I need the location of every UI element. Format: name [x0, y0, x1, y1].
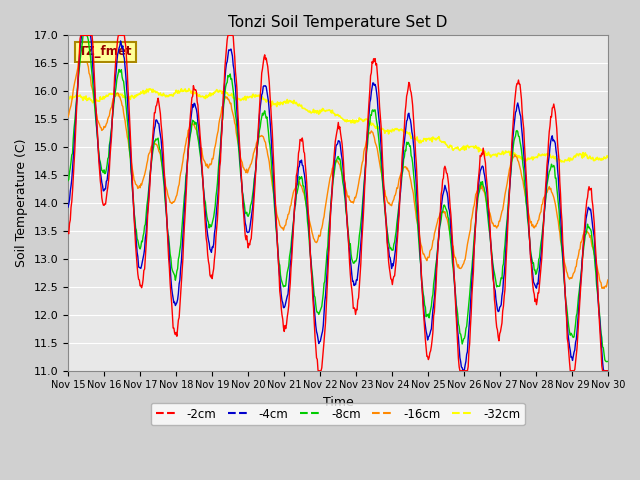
- Line: -8cm: -8cm: [68, 36, 608, 361]
- -2cm: [64, 230, 72, 236]
- Line: -32cm: -32cm: [68, 89, 608, 162]
- -4cm: [131, 212, 138, 217]
- -4cm: [77, 33, 85, 38]
- -8cm: [64, 178, 72, 183]
- -4cm: [74, 84, 82, 89]
- -16cm: [81, 50, 88, 56]
- -4cm: [214, 199, 221, 204]
- -32cm: [129, 95, 137, 100]
- -16cm: [185, 127, 193, 133]
- -32cm: [557, 159, 565, 165]
- -2cm: [420, 327, 428, 333]
- -16cm: [604, 277, 612, 283]
- -32cm: [604, 154, 612, 160]
- -4cm: [604, 368, 612, 373]
- -4cm: [459, 368, 467, 373]
- -4cm: [404, 111, 412, 117]
- -32cm: [184, 88, 192, 94]
- -16cm: [64, 114, 72, 120]
- Line: -16cm: -16cm: [68, 53, 608, 288]
- -8cm: [131, 210, 138, 216]
- -8cm: [404, 139, 412, 145]
- -8cm: [604, 359, 612, 364]
- Legend: -2cm, -4cm, -8cm, -16cm, -32cm: -2cm, -4cm, -8cm, -16cm, -32cm: [151, 403, 525, 425]
- -16cm: [600, 286, 608, 291]
- -8cm: [185, 143, 193, 148]
- -8cm: [214, 180, 221, 186]
- Line: -4cm: -4cm: [68, 36, 608, 371]
- -2cm: [185, 131, 193, 136]
- -2cm: [77, 33, 84, 38]
- Y-axis label: Soil Temperature (C): Soil Temperature (C): [15, 139, 28, 267]
- -32cm: [185, 86, 193, 92]
- -32cm: [214, 87, 221, 93]
- -32cm: [64, 96, 72, 101]
- X-axis label: Time: Time: [323, 396, 353, 409]
- -16cm: [404, 168, 412, 174]
- -2cm: [604, 368, 612, 373]
- Text: TZ_fmet: TZ_fmet: [79, 46, 132, 59]
- -2cm: [214, 216, 221, 222]
- -4cm: [185, 139, 193, 144]
- -32cm: [74, 94, 82, 99]
- Line: -2cm: -2cm: [68, 36, 608, 371]
- -8cm: [602, 359, 610, 364]
- -32cm: [420, 136, 428, 142]
- -16cm: [74, 65, 82, 71]
- -8cm: [420, 294, 428, 300]
- -4cm: [420, 308, 428, 313]
- -8cm: [74, 81, 82, 86]
- -2cm: [315, 368, 323, 373]
- -2cm: [405, 80, 413, 85]
- -2cm: [74, 81, 82, 86]
- -32cm: [404, 131, 412, 136]
- Title: Tonzi Soil Temperature Set D: Tonzi Soil Temperature Set D: [228, 15, 447, 30]
- -2cm: [131, 215, 138, 221]
- -16cm: [131, 177, 138, 183]
- -16cm: [420, 251, 428, 257]
- -8cm: [79, 33, 87, 38]
- -4cm: [64, 204, 72, 210]
- -16cm: [214, 131, 221, 137]
